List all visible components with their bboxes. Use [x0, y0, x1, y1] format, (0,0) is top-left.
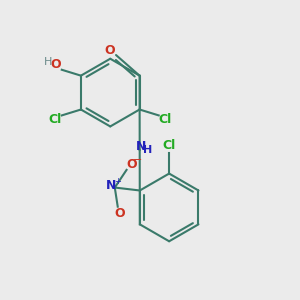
- Text: N: N: [106, 179, 116, 192]
- Text: H: H: [44, 56, 53, 67]
- Text: O: O: [51, 58, 61, 71]
- Text: N: N: [136, 140, 146, 153]
- Text: O: O: [104, 44, 115, 57]
- Text: +: +: [114, 177, 121, 186]
- Text: Cl: Cl: [163, 139, 176, 152]
- Text: H: H: [143, 145, 153, 155]
- Text: −: −: [133, 155, 142, 166]
- Text: Cl: Cl: [49, 113, 62, 126]
- Text: O: O: [114, 207, 124, 220]
- Text: Cl: Cl: [159, 113, 172, 126]
- Text: O: O: [127, 158, 137, 171]
